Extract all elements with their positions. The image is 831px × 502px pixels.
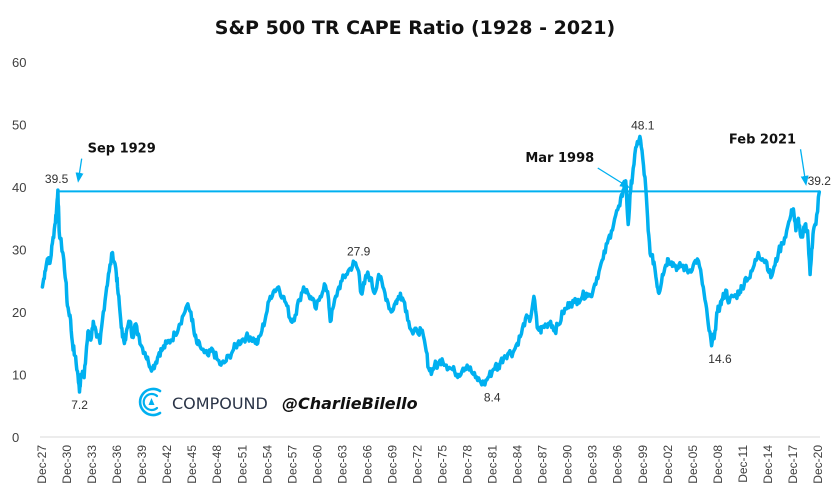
author-handle: @CharlieBilello [282,394,418,413]
x-tick-label: Dec-87 [536,445,550,484]
watermark: COMPOUND @CharlieBilello [138,387,418,417]
x-tick-label: Dec-63 [335,445,349,484]
x-tick-label: Dec-42 [160,445,174,484]
x-tick-label: Dec-27 [35,445,49,484]
x-tick-label: Dec-75 [436,445,450,484]
x-tick-label: Dec-78 [461,445,475,484]
data-label: 48.1 [631,118,655,132]
x-tick-label: Dec-14 [761,445,775,484]
x-tick-label: Dec-51 [235,445,249,484]
x-tick-label: Dec-45 [185,445,199,484]
y-tick-label: 0 [12,430,19,445]
y-tick-label: 50 [12,118,26,133]
annotation-arrow-icon [799,149,809,186]
data-label: 27.9 [347,245,371,259]
x-tick-label: Dec-39 [135,445,149,484]
data-label: 39.5 [45,172,69,186]
data-label: 7.2 [71,398,88,412]
annotation-arrow-icon [597,167,630,189]
y-axis: 0 10 20 30 40 50 60 [12,55,26,445]
x-tick-label: Dec-30 [60,445,74,484]
x-tick-label: Dec-72 [410,445,424,484]
data-label: 14.6 [708,352,732,366]
data-label: 39.2 [808,174,831,188]
chart-title: S&P 500 TR CAPE Ratio (1928 - 2021) [215,17,615,39]
x-tick-label: Dec-57 [285,445,299,484]
x-tick-label: Dec-93 [586,445,600,484]
x-tick-label: Dec-17 [786,445,800,484]
annotation-label: Feb 2021 [729,132,796,147]
x-tick-label: Dec-48 [210,445,224,484]
series-line-cape [40,134,822,394]
x-tick-label: Dec-02 [661,445,675,484]
x-tick-label: Dec-99 [636,445,650,484]
data-labels: 39.5 7.2 27.9 8.4 48.1 14.6 39.2 [45,118,831,412]
x-tick-label: Dec-54 [260,445,274,484]
y-tick-label: 20 [12,305,26,320]
x-axis: Dec-27 Dec-30 Dec-33 Dec-36 Dec-39 Dec-42 Dec-… [35,445,825,484]
annotation-label: Sep 1929 [88,142,156,157]
x-tick-label: Dec-20 [811,445,825,484]
x-tick-label: Dec-60 [310,445,324,484]
annotation-label: Mar 1998 [525,151,594,166]
annotations: Sep 1929 Mar 1998 Feb 2021 [75,132,809,189]
x-tick-label: Dec-08 [711,445,725,484]
x-tick-label: Dec-81 [486,445,500,484]
x-tick-label: Dec-66 [360,445,374,484]
data-label: 8.4 [484,391,501,405]
annotation-arrow-icon [75,158,84,183]
compound-logo-icon [138,387,162,417]
x-tick-label: Dec-90 [561,445,575,484]
x-tick-label: Dec-05 [686,445,700,484]
y-tick-label: 60 [12,55,26,70]
y-tick-label: 40 [12,180,26,195]
x-tick-label: Dec-33 [85,445,99,484]
x-tick-label: Dec-36 [110,445,124,484]
x-tick-label: Dec-84 [511,445,525,484]
y-tick-label: 10 [12,368,26,383]
y-tick-label: 30 [12,243,26,258]
brand-name: COMPOUND [172,394,268,413]
x-tick-label: Dec-69 [385,445,399,484]
x-tick-label: Dec-11 [736,445,750,483]
x-tick-label: Dec-96 [611,445,625,484]
